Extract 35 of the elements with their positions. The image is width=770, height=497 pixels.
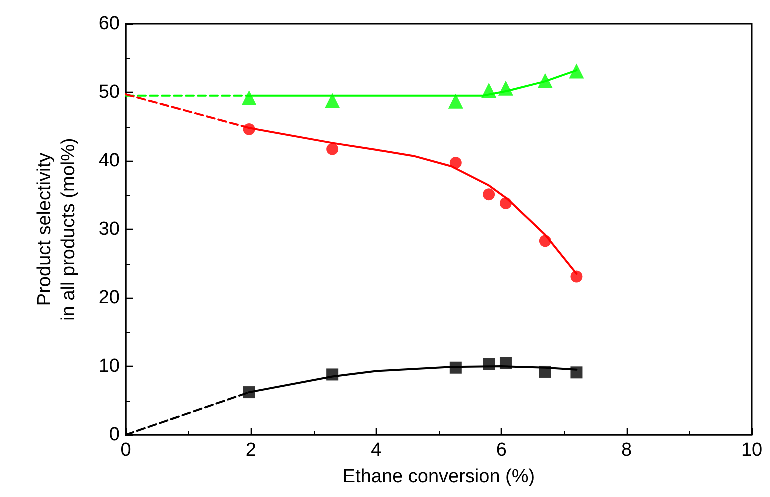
y-tick-label: 60: [98, 14, 120, 34]
point: [539, 235, 552, 248]
point: [500, 357, 512, 370]
point: [569, 64, 584, 79]
point: [243, 123, 256, 136]
y-tick-label: 20: [98, 288, 120, 308]
y-tick-label: 10: [98, 356, 120, 377]
y-axis-title: Product selectivity in all products (mol%): [34, 138, 80, 321]
point: [482, 82, 497, 98]
point: [243, 386, 256, 399]
point: [450, 157, 462, 170]
y-tick-label: 40: [98, 150, 120, 172]
point: [325, 93, 340, 108]
point: [326, 143, 339, 156]
point: [500, 197, 512, 210]
point: [538, 73, 553, 88]
point: [498, 80, 514, 96]
point: [450, 362, 462, 374]
y-tick-label: 0: [109, 424, 120, 446]
point: [326, 368, 339, 381]
x-tick-label: 10: [741, 440, 763, 461]
point: [539, 366, 552, 378]
x-tick-label: 4: [371, 440, 382, 461]
point: [570, 366, 583, 379]
point: [242, 90, 257, 106]
x-tick-label: 8: [622, 440, 632, 461]
point: [448, 94, 464, 109]
point: [570, 270, 583, 283]
x-tick-label: 6: [496, 440, 507, 461]
point: [483, 188, 496, 201]
x-tick-label: 2: [246, 440, 256, 461]
y-tick-label: 30: [98, 219, 120, 240]
y-tick-label: 50: [98, 82, 120, 103]
point: [483, 358, 496, 370]
x-axis-title: Ethane conversion (%): [342, 466, 536, 488]
